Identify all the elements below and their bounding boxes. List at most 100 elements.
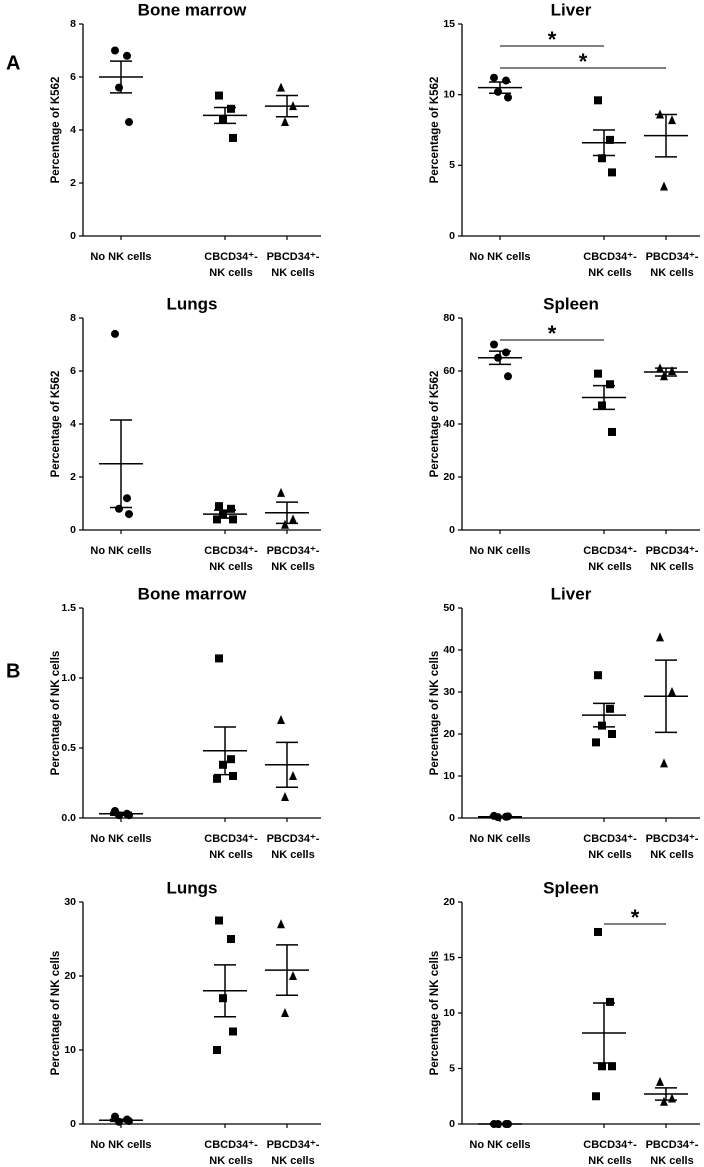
- error-bar: [276, 94, 298, 118]
- data-point: [598, 721, 606, 730]
- x-tick-label: No NK cells: [90, 1139, 151, 1151]
- error-bar: [593, 1002, 615, 1064]
- error-bar: [489, 81, 511, 95]
- data-point: [668, 687, 676, 696]
- y-tick-label: 10: [443, 88, 455, 100]
- chart: Bone marrow Percentage of NK cells 0.0 0.5 1…: [50, 584, 321, 861]
- y-tick-label: 0: [70, 1118, 76, 1130]
- x-tick-label: CBCD34⁺-: [583, 833, 637, 845]
- data-point: [504, 93, 512, 102]
- data-point: [111, 329, 119, 338]
- data-point: [277, 487, 285, 497]
- data-point: [115, 504, 123, 513]
- data-point: [592, 1092, 600, 1101]
- x-tick-label: PBCD34⁺-: [646, 251, 699, 263]
- error-bar: [214, 106, 236, 125]
- y-tick-label: 10: [443, 1007, 455, 1019]
- data-point: [281, 792, 289, 801]
- x-tick-label: PBCD34⁺-: [267, 833, 320, 845]
- data-point: [229, 1027, 237, 1036]
- y-axis-label: Percentage of NK cells: [50, 651, 62, 776]
- data-point: [608, 168, 616, 177]
- x-tick-label: PBCD34⁺-: [267, 251, 320, 263]
- data-point: [504, 372, 512, 381]
- data-point: [608, 427, 616, 436]
- x-tick-label: No NK cells: [469, 251, 530, 263]
- data-point: [594, 927, 602, 936]
- y-tick-label: 5: [449, 1062, 455, 1074]
- data-point: [660, 758, 668, 768]
- data-point: [125, 510, 133, 519]
- y-tick-label: 0: [70, 524, 76, 536]
- chart-title: Spleen: [543, 878, 599, 897]
- x-tick-label: NK cells: [588, 849, 631, 861]
- data-point: [660, 1096, 668, 1106]
- error-bar: [276, 501, 298, 525]
- data-point: [668, 115, 676, 125]
- y-tick-label: 80: [443, 312, 455, 324]
- chart: Liver Percentage of NK cells 0 10 20 30 40 50 No…: [429, 584, 700, 861]
- data-point: [125, 118, 133, 127]
- significance-label: *: [631, 905, 640, 930]
- y-tick-label: 2: [70, 177, 76, 189]
- data-point: [660, 181, 668, 191]
- y-tick-label: 0: [449, 1118, 455, 1130]
- y-tick-label: 6: [70, 71, 76, 83]
- data-point: [215, 654, 223, 663]
- y-tick-label: 1.5: [61, 602, 76, 614]
- chart: Liver Percentage of K562 0 5 10 15 No NK cells…: [429, 0, 700, 279]
- data-point: [606, 135, 614, 144]
- chart: Lungs Percentage of NK cells 0 10 20 30 No NK …: [50, 878, 321, 1167]
- data-point: [281, 519, 289, 529]
- x-tick-label: CBCD34⁺-: [583, 545, 637, 557]
- data-point: [656, 1076, 664, 1086]
- data-point: [606, 704, 614, 713]
- y-tick-label: 30: [64, 896, 76, 908]
- data-point: [229, 515, 237, 524]
- x-tick-label: NK cells: [650, 561, 693, 573]
- error-bar: [214, 509, 236, 519]
- y-tick-label: 0: [449, 812, 455, 824]
- x-tick-label: No NK cells: [90, 251, 151, 263]
- y-tick-label: 2: [70, 471, 76, 483]
- error-bar: [276, 944, 298, 996]
- error-bar: [214, 964, 236, 1018]
- error-bar: [655, 1087, 677, 1101]
- y-tick-label: 5: [449, 159, 455, 171]
- data-point: [229, 772, 237, 780]
- y-tick-label: 15: [443, 951, 455, 963]
- data-point: [115, 83, 123, 92]
- data-point: [490, 73, 498, 82]
- chart-title: Bone marrow: [138, 0, 247, 19]
- data-point: [227, 935, 235, 943]
- y-tick-label: 20: [443, 728, 455, 740]
- data-point: [656, 632, 664, 642]
- chart-title: Lungs: [167, 294, 218, 313]
- error-bar: [655, 113, 677, 158]
- data-point: [598, 154, 606, 163]
- y-tick-label: 60: [443, 365, 455, 377]
- y-tick-label: 0.0: [61, 812, 76, 824]
- x-tick-label: CBCD34⁺-: [204, 545, 258, 557]
- y-axis-label: Percentage of NK cells: [429, 951, 441, 1076]
- y-tick-label: 20: [64, 970, 76, 982]
- y-tick-label: 0: [449, 230, 455, 242]
- x-tick-label: NK cells: [209, 267, 252, 279]
- significance-label: *: [548, 321, 557, 346]
- data-point: [227, 755, 235, 764]
- error-bar: [110, 419, 132, 509]
- error-bar: [489, 815, 511, 818]
- y-tick-label: 0.5: [61, 742, 76, 754]
- x-tick-label: No NK cells: [469, 833, 530, 845]
- y-tick-label: 30: [443, 686, 455, 698]
- error-bar: [593, 702, 615, 728]
- y-tick-label: 4: [70, 124, 76, 136]
- y-tick-label: 10: [64, 1044, 76, 1056]
- data-point: [215, 91, 223, 100]
- x-tick-label: No NK cells: [90, 545, 151, 557]
- x-tick-label: PBCD34⁺-: [267, 1139, 320, 1151]
- error-bar: [110, 1118, 132, 1123]
- x-tick-label: NK cells: [588, 267, 631, 279]
- y-tick-label: 0: [70, 230, 76, 242]
